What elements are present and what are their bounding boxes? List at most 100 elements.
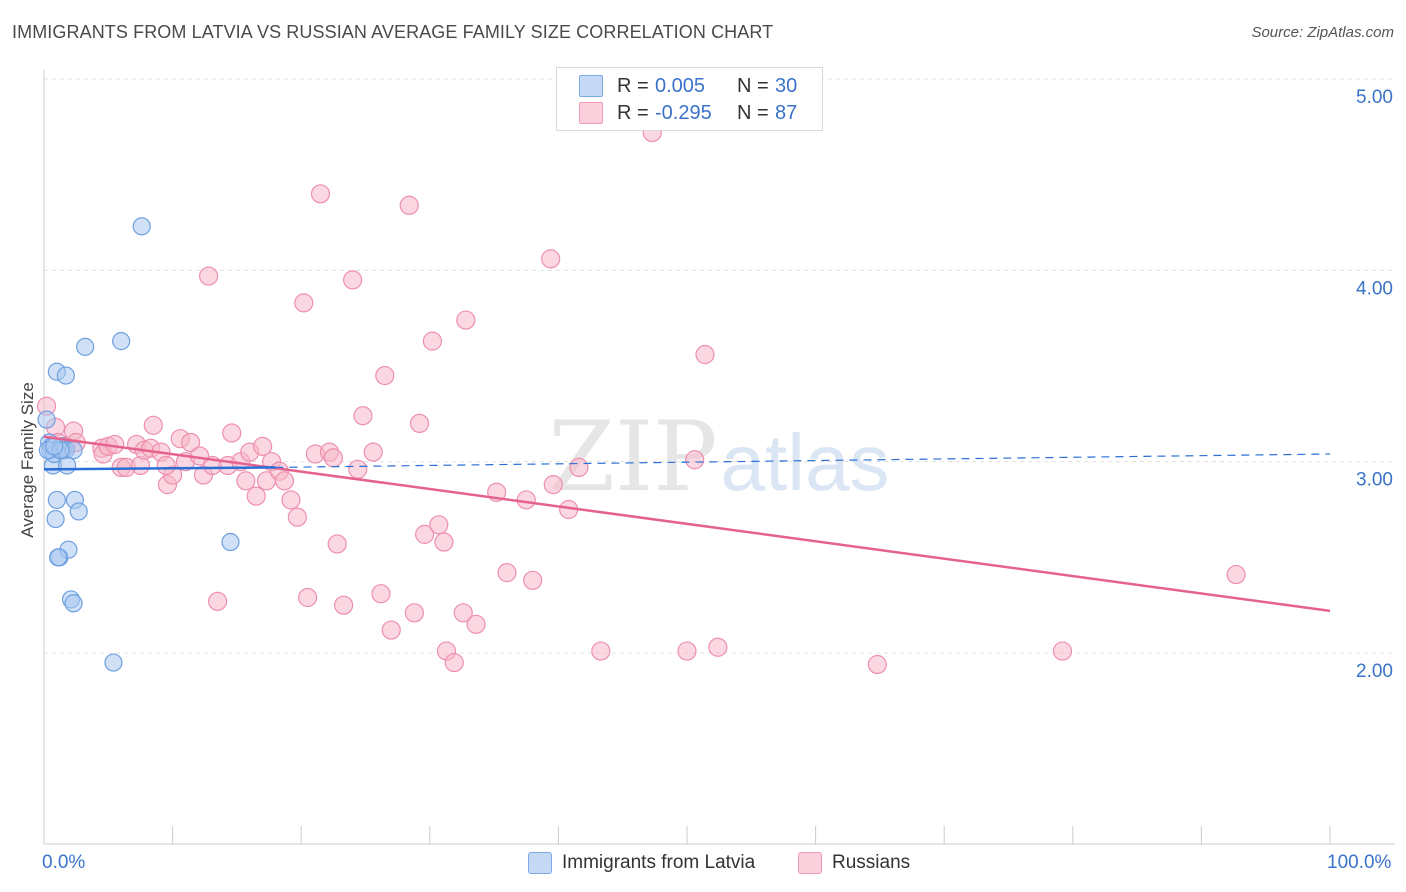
latvia-point xyxy=(45,437,64,456)
watermark: ZIP atlas xyxy=(548,401,889,513)
legend-r-value: 0.005 xyxy=(655,74,706,97)
latvia-point xyxy=(37,410,56,429)
russians-point xyxy=(334,595,354,615)
latvia-point xyxy=(104,653,123,672)
russians-point xyxy=(253,436,273,456)
watermark-atlas: atlas xyxy=(721,418,890,507)
russians-point xyxy=(708,637,728,657)
russians-point xyxy=(404,603,424,623)
russians-point xyxy=(415,524,435,544)
latvia-point xyxy=(69,502,88,521)
russians-point xyxy=(422,331,442,351)
latvia-point xyxy=(112,332,131,351)
russians-trend-line xyxy=(43,435,1331,613)
russians-point xyxy=(323,448,343,468)
russians-point xyxy=(281,490,301,510)
legend-r-value: -0.295 xyxy=(655,101,712,124)
x-tick-label-max: 100.0% xyxy=(1327,852,1392,873)
source-label: Source: ZipAtlas.com xyxy=(1251,24,1394,41)
russians-point xyxy=(208,591,228,611)
y-tick-label: 4.00 xyxy=(1356,278,1393,299)
russians-point xyxy=(246,486,266,506)
russians-point xyxy=(1226,564,1246,585)
russians-point xyxy=(1052,641,1073,661)
latvia-point xyxy=(46,509,65,529)
russians-point xyxy=(236,471,256,491)
russians-point xyxy=(523,570,543,590)
legend-item-latvia[interactable]: Immigrants from Latvia xyxy=(528,852,755,874)
russians-point xyxy=(181,432,201,453)
russians-point xyxy=(466,614,486,634)
latvia-point xyxy=(132,217,151,236)
russians-point xyxy=(456,310,476,330)
legend-n-value: 87 xyxy=(775,101,798,124)
russians-point xyxy=(867,654,887,675)
latvia-point xyxy=(58,456,77,475)
russians-point xyxy=(543,475,563,495)
russians-point xyxy=(695,344,715,365)
legend-r-label: R = xyxy=(617,101,649,124)
russians-point xyxy=(516,490,536,510)
x-tick-label-min: 0.0% xyxy=(42,852,86,873)
russians-point xyxy=(677,641,697,661)
russians-point xyxy=(287,507,307,527)
legend-r-label: R = xyxy=(617,74,649,97)
russians-point xyxy=(156,455,176,476)
legend-n-label: N = xyxy=(737,74,769,97)
russians-point xyxy=(294,293,314,313)
legend-n-value: 30 xyxy=(775,74,798,97)
legend-swatch-latvia xyxy=(528,852,552,874)
russians-point xyxy=(353,406,373,426)
correlation-legend: R = 0.005 N = 30 R = -0.295 N = 87 xyxy=(556,67,823,131)
latvia-series xyxy=(37,217,240,672)
russians-point xyxy=(399,195,419,215)
chart-title: IMMIGRANTS FROM LATVIA VS RUSSIAN AVERAG… xyxy=(12,22,774,42)
latvia-point xyxy=(47,490,66,510)
russians-point xyxy=(409,413,430,433)
legend-label-latvia: Immigrants from Latvia xyxy=(562,852,756,873)
russians-point xyxy=(453,603,473,623)
russians-point xyxy=(310,184,331,204)
russians-point xyxy=(434,532,454,552)
russians-point xyxy=(444,652,464,673)
russians-series xyxy=(36,122,1246,675)
russians-point xyxy=(497,563,517,583)
russians-point xyxy=(569,457,589,478)
legend-swatch-russians xyxy=(798,852,822,874)
russians-point xyxy=(222,423,242,443)
legend-n-label: N = xyxy=(737,101,769,124)
y-tick-label: 5.00 xyxy=(1356,87,1393,108)
latvia-point xyxy=(221,532,240,552)
legend-label-russians: Russians xyxy=(832,852,911,873)
russians-point xyxy=(199,266,219,286)
latvia-point xyxy=(76,337,95,356)
latvia-trend-extension xyxy=(275,453,1331,469)
russians-point xyxy=(685,450,705,470)
russians-point xyxy=(348,459,368,479)
russians-point xyxy=(327,534,347,554)
legend-item-russians[interactable]: Russians xyxy=(798,852,910,874)
russians-point xyxy=(298,587,318,608)
russians-point xyxy=(343,270,363,290)
y-tick-label: 3.00 xyxy=(1356,470,1393,491)
russians-point xyxy=(541,249,561,269)
latvia-point xyxy=(49,548,68,567)
russians-point xyxy=(143,415,163,435)
latvia-trend-line xyxy=(43,466,276,471)
legend-swatch-latvia xyxy=(579,75,603,97)
russians-point xyxy=(375,365,395,386)
grid-lines xyxy=(44,78,1395,654)
axes: 2.00 3.00 4.00 5.00 xyxy=(43,70,1395,845)
latvia-point xyxy=(56,366,75,385)
russians-point xyxy=(429,515,449,535)
russians-point xyxy=(363,442,383,462)
y-tick-label: 2.00 xyxy=(1356,661,1393,682)
legend-row-latvia: R = 0.005 N = 30 xyxy=(579,73,797,99)
trend-lines xyxy=(43,435,1331,613)
legend-swatch-russians xyxy=(579,102,603,124)
legend-row-russians: R = -0.295 N = 87 xyxy=(579,100,797,126)
latvia-point xyxy=(64,594,83,613)
russians-point xyxy=(381,620,401,640)
russians-point xyxy=(274,471,295,491)
